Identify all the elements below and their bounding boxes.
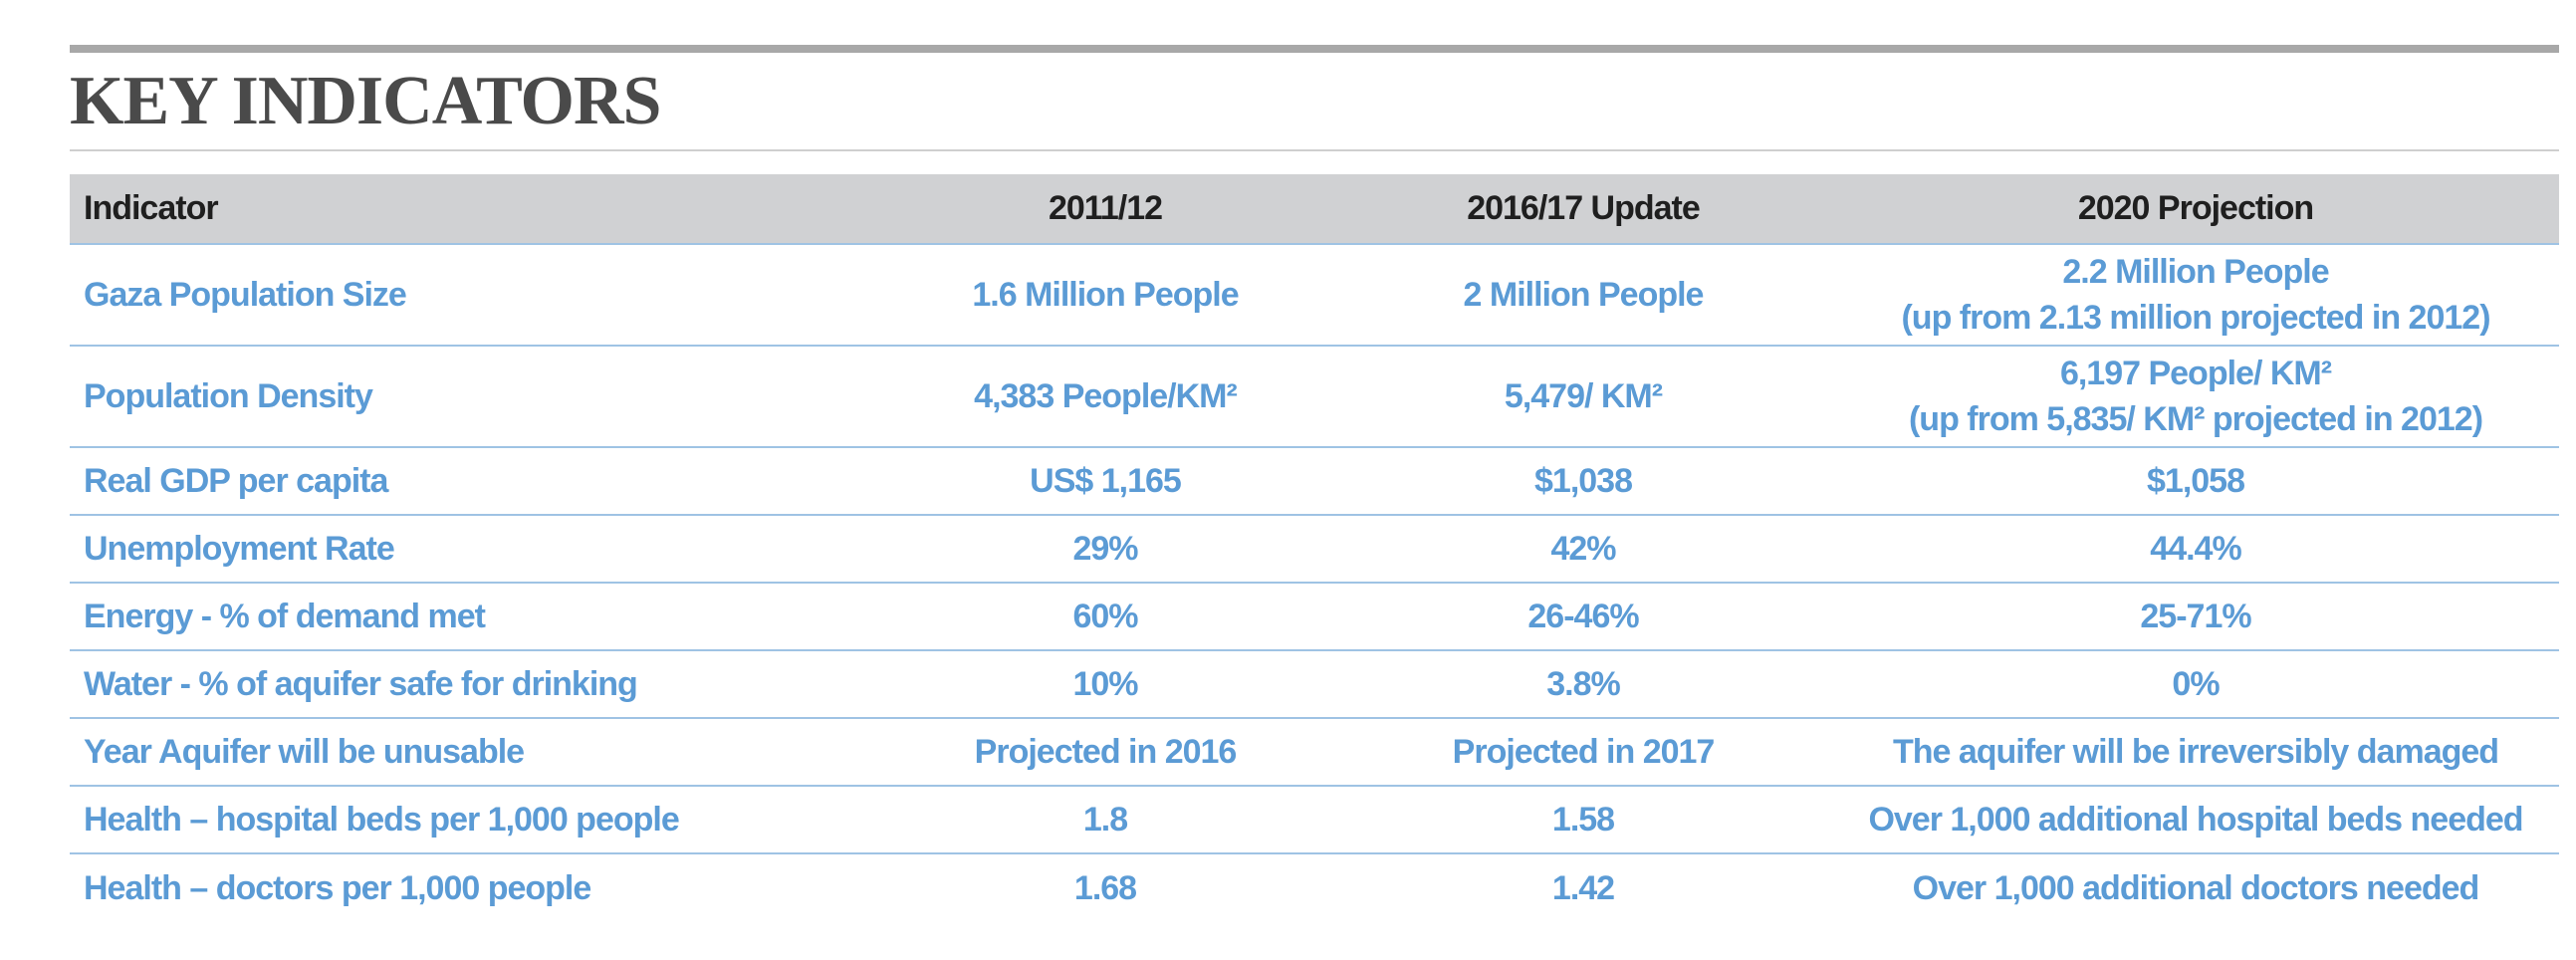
table-row: Unemployment Rate 29% 42% 44.4% — [70, 515, 2559, 583]
value-2020-note: (up from 5,835/ KM² projected in 2012) — [1908, 400, 2483, 438]
value-2011-cell: 1.68 — [1073, 868, 1137, 907]
value-2011-cell: 29% — [1072, 530, 1138, 568]
value-2020-cell: 44.4% — [2150, 530, 2241, 568]
table-row: Real GDP per capita US$ 1,165 $1,038 $1,… — [70, 447, 2559, 515]
table-row: Energy - % of demand met 60% 26-46% 25-7… — [70, 583, 2559, 650]
indicator-cell: Population Density — [84, 377, 373, 415]
value-2020-cell: Over 1,000 additional hospital beds need… — [1868, 801, 2523, 839]
header-2020-projection: 2020 Projection — [2077, 189, 2314, 227]
value-2016-cell: 26-46% — [1527, 598, 1639, 635]
indicator-cell: Real GDP per capita — [84, 462, 388, 500]
value-2011-cell: 4,383 People/KM² — [974, 377, 1238, 415]
header-2011-12: 2011/12 — [1048, 189, 1163, 227]
indicator-cell: Unemployment Rate — [84, 530, 395, 568]
value-2020-cell: The aquifer will be irreversibly damaged — [1892, 733, 2499, 771]
indicator-cell: Health – doctors per 1,000 people — [84, 868, 591, 907]
table-row: Year Aquifer will be unusable Projected … — [70, 718, 2559, 786]
value-2016-cell: Projected in 2017 — [1452, 733, 1716, 771]
value-2020-cell: Over 1,000 additional doctors needed — [1912, 868, 2480, 907]
value-2011-cell: 60% — [1072, 598, 1138, 635]
value-2016-cell: 42% — [1550, 530, 1616, 568]
header-indicator: Indicator — [84, 189, 219, 227]
table-row: Water - % of aquifer safe for drinking 1… — [70, 650, 2559, 718]
value-2020-cell: 2.2 Million People (up from 2.13 million… — [1832, 244, 2559, 346]
value-2016-cell: 3.8% — [1546, 665, 1621, 703]
value-2020-line: 2.2 Million People — [2062, 253, 2329, 291]
key-indicators-table: Indicator 2011/12 2016/17 Update 2020 Pr… — [70, 174, 2559, 921]
value-2020-cell: 6,197 People/ KM² (up from 5,835/ KM² pr… — [1832, 346, 2559, 447]
value-2020-line: 6,197 People/ KM² — [2059, 355, 2332, 392]
value-2020-cell: $1,058 — [2147, 462, 2245, 500]
value-2011-cell: 1.8 — [1082, 801, 1128, 839]
value-2020-cell: 0% — [2172, 665, 2220, 703]
value-2011-cell: Projected in 2016 — [974, 733, 1238, 771]
table-row: Population Density 4,383 People/KM² 5,47… — [70, 346, 2559, 447]
value-2016-cell: 1.42 — [1551, 868, 1615, 907]
indicator-cell: Gaza Population Size — [84, 276, 407, 314]
table-header-row: Indicator 2011/12 2016/17 Update 2020 Pr… — [70, 174, 2559, 244]
table-row: Gaza Population Size 1.6 Million People … — [70, 244, 2559, 346]
top-divider — [70, 45, 2559, 53]
value-2020-note: (up from 2.13 million projected in 2012) — [1901, 299, 2490, 337]
indicator-cell: Health – hospital beds per 1,000 people — [84, 801, 680, 839]
header-2016-17-update: 2016/17 Update — [1467, 189, 1701, 227]
value-2011-cell: 10% — [1072, 665, 1138, 703]
value-2011-cell: 1.6 Million People — [972, 276, 1239, 314]
title-divider — [70, 149, 2559, 151]
table-row: Health – hospital beds per 1,000 people … — [70, 786, 2559, 853]
value-2011-cell: US$ 1,165 — [1030, 462, 1182, 500]
value-2016-cell: 5,479/ KM² — [1504, 377, 1663, 415]
indicator-cell: Water - % of aquifer safe for drinking — [84, 665, 638, 703]
value-2016-cell: 1.58 — [1551, 801, 1615, 839]
indicator-cell: Energy - % of demand met — [84, 598, 486, 635]
value-2020-cell: 25-71% — [2140, 598, 2251, 635]
value-2016-cell: $1,038 — [1534, 462, 1633, 500]
page-title: KEY INDICATORS — [70, 63, 661, 139]
indicator-cell: Year Aquifer will be unusable — [84, 733, 525, 771]
value-2016-cell: 2 Million People — [1463, 276, 1705, 314]
table-row: Health – doctors per 1,000 people 1.68 1… — [70, 853, 2559, 921]
